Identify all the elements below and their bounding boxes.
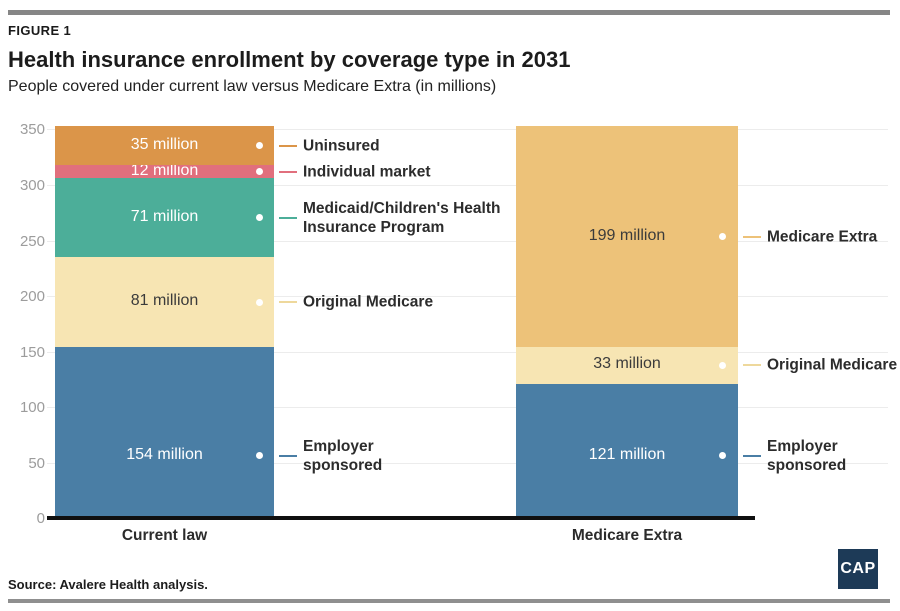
annotation-dot (718, 233, 726, 240)
annotation-connector-line (279, 145, 297, 147)
y-axis-tick-label: 200 (19, 288, 45, 305)
cap-logo-text: CAP (840, 560, 876, 577)
annotation-connector-line (279, 301, 297, 303)
bar-segment-uninsured (55, 126, 274, 165)
cap-logo: CAP (838, 549, 878, 589)
bottom-divider-bar (8, 599, 890, 603)
gridline (47, 407, 888, 408)
annotation-line: sponsored (303, 457, 383, 474)
annotation-connector-line (743, 455, 761, 457)
segment-annotation-label-individual-market: Individual market (303, 163, 430, 182)
annotation-connector-line (279, 171, 297, 173)
annotation-line: Original Medicare (303, 293, 434, 311)
annotation-line: Medicaid/Children's Health (303, 200, 501, 217)
bar-segment-employer-sponsored (516, 384, 738, 518)
segment-annotation-label-medicare-extra: Medicare Extra (767, 228, 877, 247)
segment-annotation-label-original-medicare: Original Medicare (767, 356, 897, 375)
annotation-dot (255, 214, 263, 221)
gridline (47, 296, 888, 297)
y-axis-tick-label: 100 (19, 399, 45, 416)
annotation-dot (255, 299, 263, 306)
gridline (47, 185, 888, 186)
annotation-line: Employer (303, 438, 374, 455)
annotation-connector-line (279, 455, 297, 457)
annotation-dot (255, 142, 263, 149)
annotation-line: Insurance Program (303, 219, 445, 236)
segment-value-label: 35 million (130, 136, 199, 153)
gridline (47, 241, 888, 242)
annotation-line: sponsored (767, 457, 847, 474)
annotation-connector-line (279, 217, 297, 219)
segment-annotation-label-medicaid-children-s-health-insurance-program: Medicaid/Children's Health Insurance Prog… (303, 199, 500, 237)
annotation-dot (718, 452, 726, 459)
annotation-dot (255, 452, 263, 459)
annotation-connector-line (743, 236, 761, 238)
source-note: Source: Avalere Health analysis. (8, 577, 208, 592)
segment-value-label: 199 million (588, 227, 666, 244)
y-axis-tick-label: 150 (19, 344, 45, 361)
segment-annotation-label-employer-sponsored: Employer sponsored (767, 437, 846, 475)
y-axis-tick-label: 50 (28, 455, 45, 472)
segment-value-label: 71 million (130, 208, 199, 225)
gridline (47, 463, 888, 464)
x-axis-category-label: Medicare Extra (571, 527, 683, 544)
x-axis-category-label: Current law (121, 527, 208, 544)
top-divider-bar (8, 10, 890, 15)
segment-value-label: 121 million (588, 446, 666, 463)
gridline (47, 129, 888, 130)
y-axis-tick-label: 250 (19, 233, 45, 250)
annotation-dot (255, 168, 263, 175)
bar-segment-original-medicare (55, 257, 274, 347)
segment-annotation-label-original-medicare: Original Medicare (303, 293, 433, 312)
segment-value-label: 81 million (130, 292, 199, 309)
segment-annotation-label-employer-sponsored: Employer sponsored (303, 437, 382, 475)
y-axis-tick-label: 350 (19, 121, 45, 138)
figure-label: FIGURE 1 (8, 23, 72, 38)
annotation-dot (718, 362, 726, 369)
y-axis-tick-label: 0 (36, 510, 45, 527)
annotation-line: Original Medicare (767, 356, 898, 374)
chart-subtitle: People covered under current law versus … (8, 78, 497, 95)
segment-value-label: 12 million (130, 162, 199, 179)
annotation-line: Employer (767, 438, 838, 455)
segment-value-label: 154 million (126, 446, 203, 463)
bar-segment-individual-market (55, 165, 274, 178)
x-axis-line (47, 516, 755, 520)
segment-value-label: 33 million (593, 355, 661, 372)
annotation-line: Individual market (303, 163, 431, 181)
chart-title: Health insurance enrollment by coverage … (8, 47, 571, 72)
bar-segment-employer-sponsored (55, 347, 274, 518)
y-axis-tick-label: 300 (19, 177, 45, 194)
annotation-line: Medicare Extra (767, 228, 878, 246)
annotation-connector-line (743, 364, 761, 366)
bar-segment-medicaid-children-s-health-insurance-program (55, 178, 274, 257)
bar-segment-original-medicare (516, 347, 738, 384)
annotation-line: Uninsured (303, 137, 380, 155)
bar-segment-medicare-extra (516, 126, 738, 347)
gridline (47, 352, 888, 353)
segment-annotation-label-uninsured: Uninsured (303, 137, 380, 156)
